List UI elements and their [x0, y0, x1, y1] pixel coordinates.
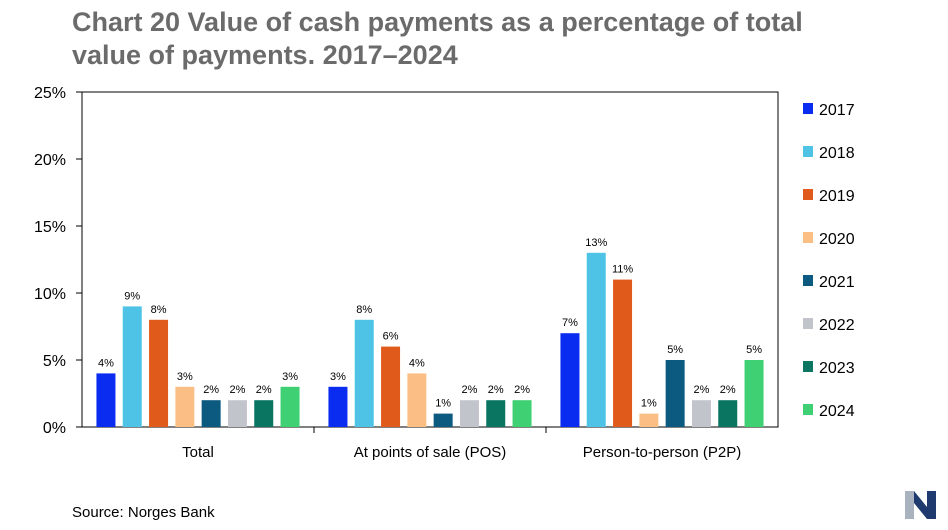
legend-swatch: [803, 404, 813, 415]
legend-swatch: [803, 146, 813, 157]
plot-frame: [81, 91, 779, 428]
y-tick-label: 15%: [34, 219, 66, 236]
bar: [486, 400, 506, 427]
bar: [639, 413, 659, 427]
bar-value-label: 2%: [229, 384, 245, 396]
bar-value-label: 3%: [330, 371, 346, 383]
legend-entry: 2019: [819, 188, 855, 205]
bar: [407, 373, 427, 427]
bar: [459, 400, 479, 427]
bar-value-label: 7%: [562, 317, 578, 329]
bar-value-label: 2%: [488, 384, 504, 396]
bar-value-label: 2%: [203, 384, 219, 396]
bar-value-label: 1%: [641, 398, 657, 410]
bar-value-label: 4%: [98, 357, 114, 369]
y-tick-label: 25%: [34, 85, 66, 102]
bar-value-label: 3%: [282, 371, 298, 383]
bar-value-label: 13%: [585, 237, 607, 249]
bar-value-label: 4%: [409, 357, 425, 369]
bar: [691, 400, 711, 427]
bar: [560, 333, 580, 427]
bar: [175, 386, 195, 427]
bar: [586, 252, 606, 427]
bar-value-label: 2%: [461, 384, 477, 396]
bar: [381, 346, 401, 427]
y-tick-label: 5%: [43, 353, 66, 370]
bar: [96, 373, 116, 427]
bar-value-label: 11%: [612, 264, 633, 276]
bar-value-label: 2%: [693, 384, 709, 396]
legend-swatch: [803, 275, 813, 286]
legend-swatch: [803, 232, 813, 243]
bar: [433, 413, 453, 427]
y-tick-label: 10%: [34, 286, 66, 303]
norges-bank-logo-icon: [905, 491, 936, 519]
bar-value-label: 8%: [151, 304, 167, 316]
bar: [328, 386, 348, 427]
legend-swatch: [803, 361, 813, 372]
bar-value-label: 5%: [667, 344, 683, 356]
legend-entry: 2017: [819, 102, 855, 119]
bar: [149, 319, 169, 427]
bar: [280, 386, 300, 427]
bar: [665, 360, 685, 427]
bar: [613, 279, 633, 427]
bar-value-label: 8%: [356, 304, 372, 316]
bar: [718, 400, 738, 427]
bar-value-label: 1%: [435, 398, 451, 410]
legend-entry: 2020: [819, 231, 855, 248]
bar-value-label: 2%: [514, 384, 530, 396]
bar: [744, 360, 764, 427]
legend-swatch: [803, 318, 813, 329]
legend-entry: 2024: [819, 403, 855, 420]
bar-value-label: 9%: [124, 290, 140, 302]
bar-value-label: 3%: [177, 371, 193, 383]
legend-entry: 2022: [819, 317, 855, 334]
chart-title: Chart 20 Value of cash payments as a per…: [72, 7, 803, 70]
x-category-label: Total: [182, 444, 214, 461]
x-category-label: Person-to-person (P2P): [583, 444, 741, 461]
bar-value-label: 6%: [383, 331, 399, 343]
bar-value-label: 2%: [256, 384, 272, 396]
bar: [354, 319, 374, 427]
bar: [254, 400, 274, 427]
legend-entry: 2023: [819, 360, 855, 377]
source-note: Source: Norges Bank: [72, 504, 215, 521]
legend-entry: 2021: [819, 274, 855, 291]
y-tick-label: 20%: [34, 152, 66, 169]
bar: [201, 400, 221, 427]
x-category-label: At points of sale (POS): [354, 444, 507, 461]
bar: [122, 306, 142, 427]
bar-value-label: 5%: [746, 344, 762, 356]
bar: [227, 400, 247, 427]
bar: [512, 400, 532, 427]
legend-swatch: [803, 189, 813, 200]
y-tick-label: 0%: [43, 420, 66, 437]
bar-value-label: 2%: [720, 384, 736, 396]
legend-entry: 2018: [819, 145, 855, 162]
legend-swatch: [803, 103, 813, 114]
